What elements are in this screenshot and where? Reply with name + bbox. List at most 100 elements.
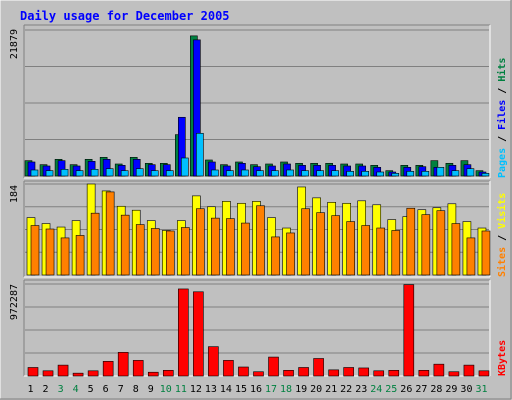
bar-pages <box>481 173 490 177</box>
bar-pages <box>346 171 354 177</box>
bar-kbytes <box>283 370 294 377</box>
bar-kbytes <box>418 370 430 377</box>
bar-kbytes <box>478 370 490 377</box>
x-tick-label: 12 <box>190 384 202 395</box>
bar-kbytes <box>298 367 309 377</box>
bar-kbytes <box>463 364 475 377</box>
bar-pages <box>165 170 174 177</box>
bar-kbytes <box>102 361 114 377</box>
x-tick-label: 20 <box>310 384 322 395</box>
x-tick-label: 31 <box>475 384 487 395</box>
x-tick-label: 16 <box>250 384 262 395</box>
bar-kbytes <box>403 284 415 377</box>
bar-sites <box>481 230 491 276</box>
bar-sites <box>135 224 145 276</box>
bar-kbytes <box>178 288 189 377</box>
legend-pages: Pages <box>497 148 508 178</box>
bar-pages <box>196 132 204 177</box>
x-tick-label: 21 <box>325 384 337 395</box>
x-tick-label: 28 <box>430 384 442 395</box>
series-pages <box>30 132 490 177</box>
bar-sites <box>211 217 220 276</box>
bar-pages <box>301 170 309 177</box>
bar-pages <box>256 170 264 177</box>
bar-sites <box>391 230 401 276</box>
bar-sites <box>376 227 386 276</box>
x-tick-label: 24 <box>370 384 382 395</box>
bar-sites <box>45 228 55 276</box>
bar-sites <box>271 236 280 276</box>
bar-sites <box>120 214 130 276</box>
bar-kbytes <box>193 291 204 377</box>
bar-sites <box>241 222 250 276</box>
bar-kbytes <box>358 367 370 377</box>
bar-pages <box>226 170 234 177</box>
bar-pages <box>436 167 445 177</box>
bar-sites <box>286 232 295 276</box>
panel-kbytes: 972287 KBytes <box>9 279 508 377</box>
bar-pages <box>331 170 339 177</box>
x-tick-label: 5 <box>88 384 94 395</box>
bar-pages <box>135 168 144 177</box>
x-tick-label: 7 <box>118 384 124 395</box>
bar-pages <box>211 169 219 177</box>
legend-separator: / <box>497 82 508 100</box>
panel-legend: Sites / Visits <box>496 193 508 277</box>
x-tick-label: 19 <box>295 384 307 395</box>
bar-kbytes <box>72 372 84 377</box>
x-tick-label: 8 <box>133 384 139 395</box>
bar-sites <box>316 212 325 276</box>
x-tick-label: 9 <box>148 384 154 395</box>
bar-sites <box>331 215 340 276</box>
bar-pages <box>316 170 324 177</box>
bar-pages <box>391 173 400 177</box>
chart-panels: 21879 Pages / Files / Hits 184 Sites / Visi… <box>9 24 508 377</box>
bar-sites <box>60 237 70 276</box>
legend-separator: / <box>497 130 508 148</box>
panel-background <box>24 280 490 376</box>
bar-pages <box>451 170 460 177</box>
x-tick-label: 29 <box>445 384 457 395</box>
x-tick-label: 15 <box>235 384 247 395</box>
bar-kbytes <box>42 370 54 377</box>
x-tick-label: 3 <box>58 384 64 395</box>
bar-sites <box>361 225 371 276</box>
bar-sites <box>436 210 446 276</box>
x-tick-label: 25 <box>385 384 397 395</box>
bar-kbytes <box>448 371 460 377</box>
bar-kbytes <box>253 371 264 377</box>
x-tick-label: 13 <box>205 384 217 395</box>
bar-pages <box>271 170 279 177</box>
series-kbytes <box>27 284 490 377</box>
bar-pages <box>181 157 189 177</box>
y-max-label: 21879 <box>9 29 20 59</box>
y-max-label: 184 <box>9 185 20 203</box>
bar-pages <box>421 171 430 177</box>
legend-files: Files <box>496 100 508 130</box>
bar-pages <box>361 171 370 177</box>
chart-title: Daily usage for December 2005 <box>20 9 230 23</box>
bar-sites <box>421 214 431 276</box>
bar-kbytes <box>238 366 249 377</box>
bar-sites <box>90 212 100 276</box>
panel-visits: 184 Sites / Visits <box>9 180 508 278</box>
bar-sites <box>256 205 265 276</box>
legend-kbytes: KBytes <box>497 340 508 376</box>
bar-pages <box>90 169 99 177</box>
bar-sites <box>165 230 175 276</box>
bar-pages <box>466 168 475 177</box>
bar-pages <box>376 171 385 177</box>
legend-sites: Sites <box>496 247 508 277</box>
bar-kbytes <box>132 360 144 377</box>
bar-pages <box>406 171 415 177</box>
bar-sites <box>451 223 461 276</box>
bar-kbytes <box>223 360 234 377</box>
bar-sites <box>150 228 160 276</box>
panel-legend: Pages / Files / Hits <box>496 58 508 178</box>
x-tick-label: 10 <box>160 384 172 395</box>
bar-pages <box>60 169 69 177</box>
bar-kbytes <box>117 352 129 377</box>
x-tick-label: 26 <box>400 384 412 395</box>
bar-sites <box>466 237 476 276</box>
